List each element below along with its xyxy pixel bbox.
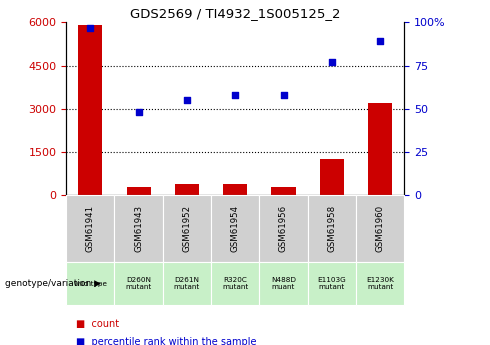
Point	[86, 25, 94, 30]
Text: D261N
mutant: D261N mutant	[174, 277, 200, 290]
Text: E1230K
mutant: E1230K mutant	[366, 277, 394, 290]
Text: GSM61941: GSM61941	[86, 205, 95, 252]
Point	[328, 59, 336, 65]
Text: wild type: wild type	[74, 281, 107, 287]
Text: N488D
muant: N488D muant	[271, 277, 296, 290]
Bar	[175, 184, 199, 195]
Point	[183, 97, 191, 103]
Bar	[223, 184, 247, 195]
Bar	[78, 25, 102, 195]
Text: GSM61952: GSM61952	[182, 205, 192, 252]
Point	[135, 109, 143, 115]
Bar	[319, 159, 344, 195]
Text: GSM61943: GSM61943	[134, 205, 143, 252]
Text: ■  count: ■ count	[76, 319, 119, 329]
Text: D260N
mutant: D260N mutant	[125, 277, 152, 290]
Bar	[368, 103, 392, 195]
Text: GSM61956: GSM61956	[279, 205, 288, 252]
Text: genotype/variation ▶: genotype/variation ▶	[5, 279, 101, 288]
Text: GSM61960: GSM61960	[376, 205, 385, 252]
Text: GSM61954: GSM61954	[231, 205, 240, 252]
Text: E1103G
mutant: E1103G mutant	[318, 277, 346, 290]
Title: GDS2569 / TI4932_1S005125_2: GDS2569 / TI4932_1S005125_2	[130, 7, 341, 20]
Bar	[126, 187, 151, 195]
Point	[231, 92, 239, 98]
Point	[280, 92, 288, 98]
Bar	[271, 187, 295, 195]
Text: R320C
mutant: R320C mutant	[222, 277, 248, 290]
Text: ■  percentile rank within the sample: ■ percentile rank within the sample	[76, 337, 256, 345]
Text: GSM61958: GSM61958	[327, 205, 336, 252]
Point	[376, 39, 384, 44]
